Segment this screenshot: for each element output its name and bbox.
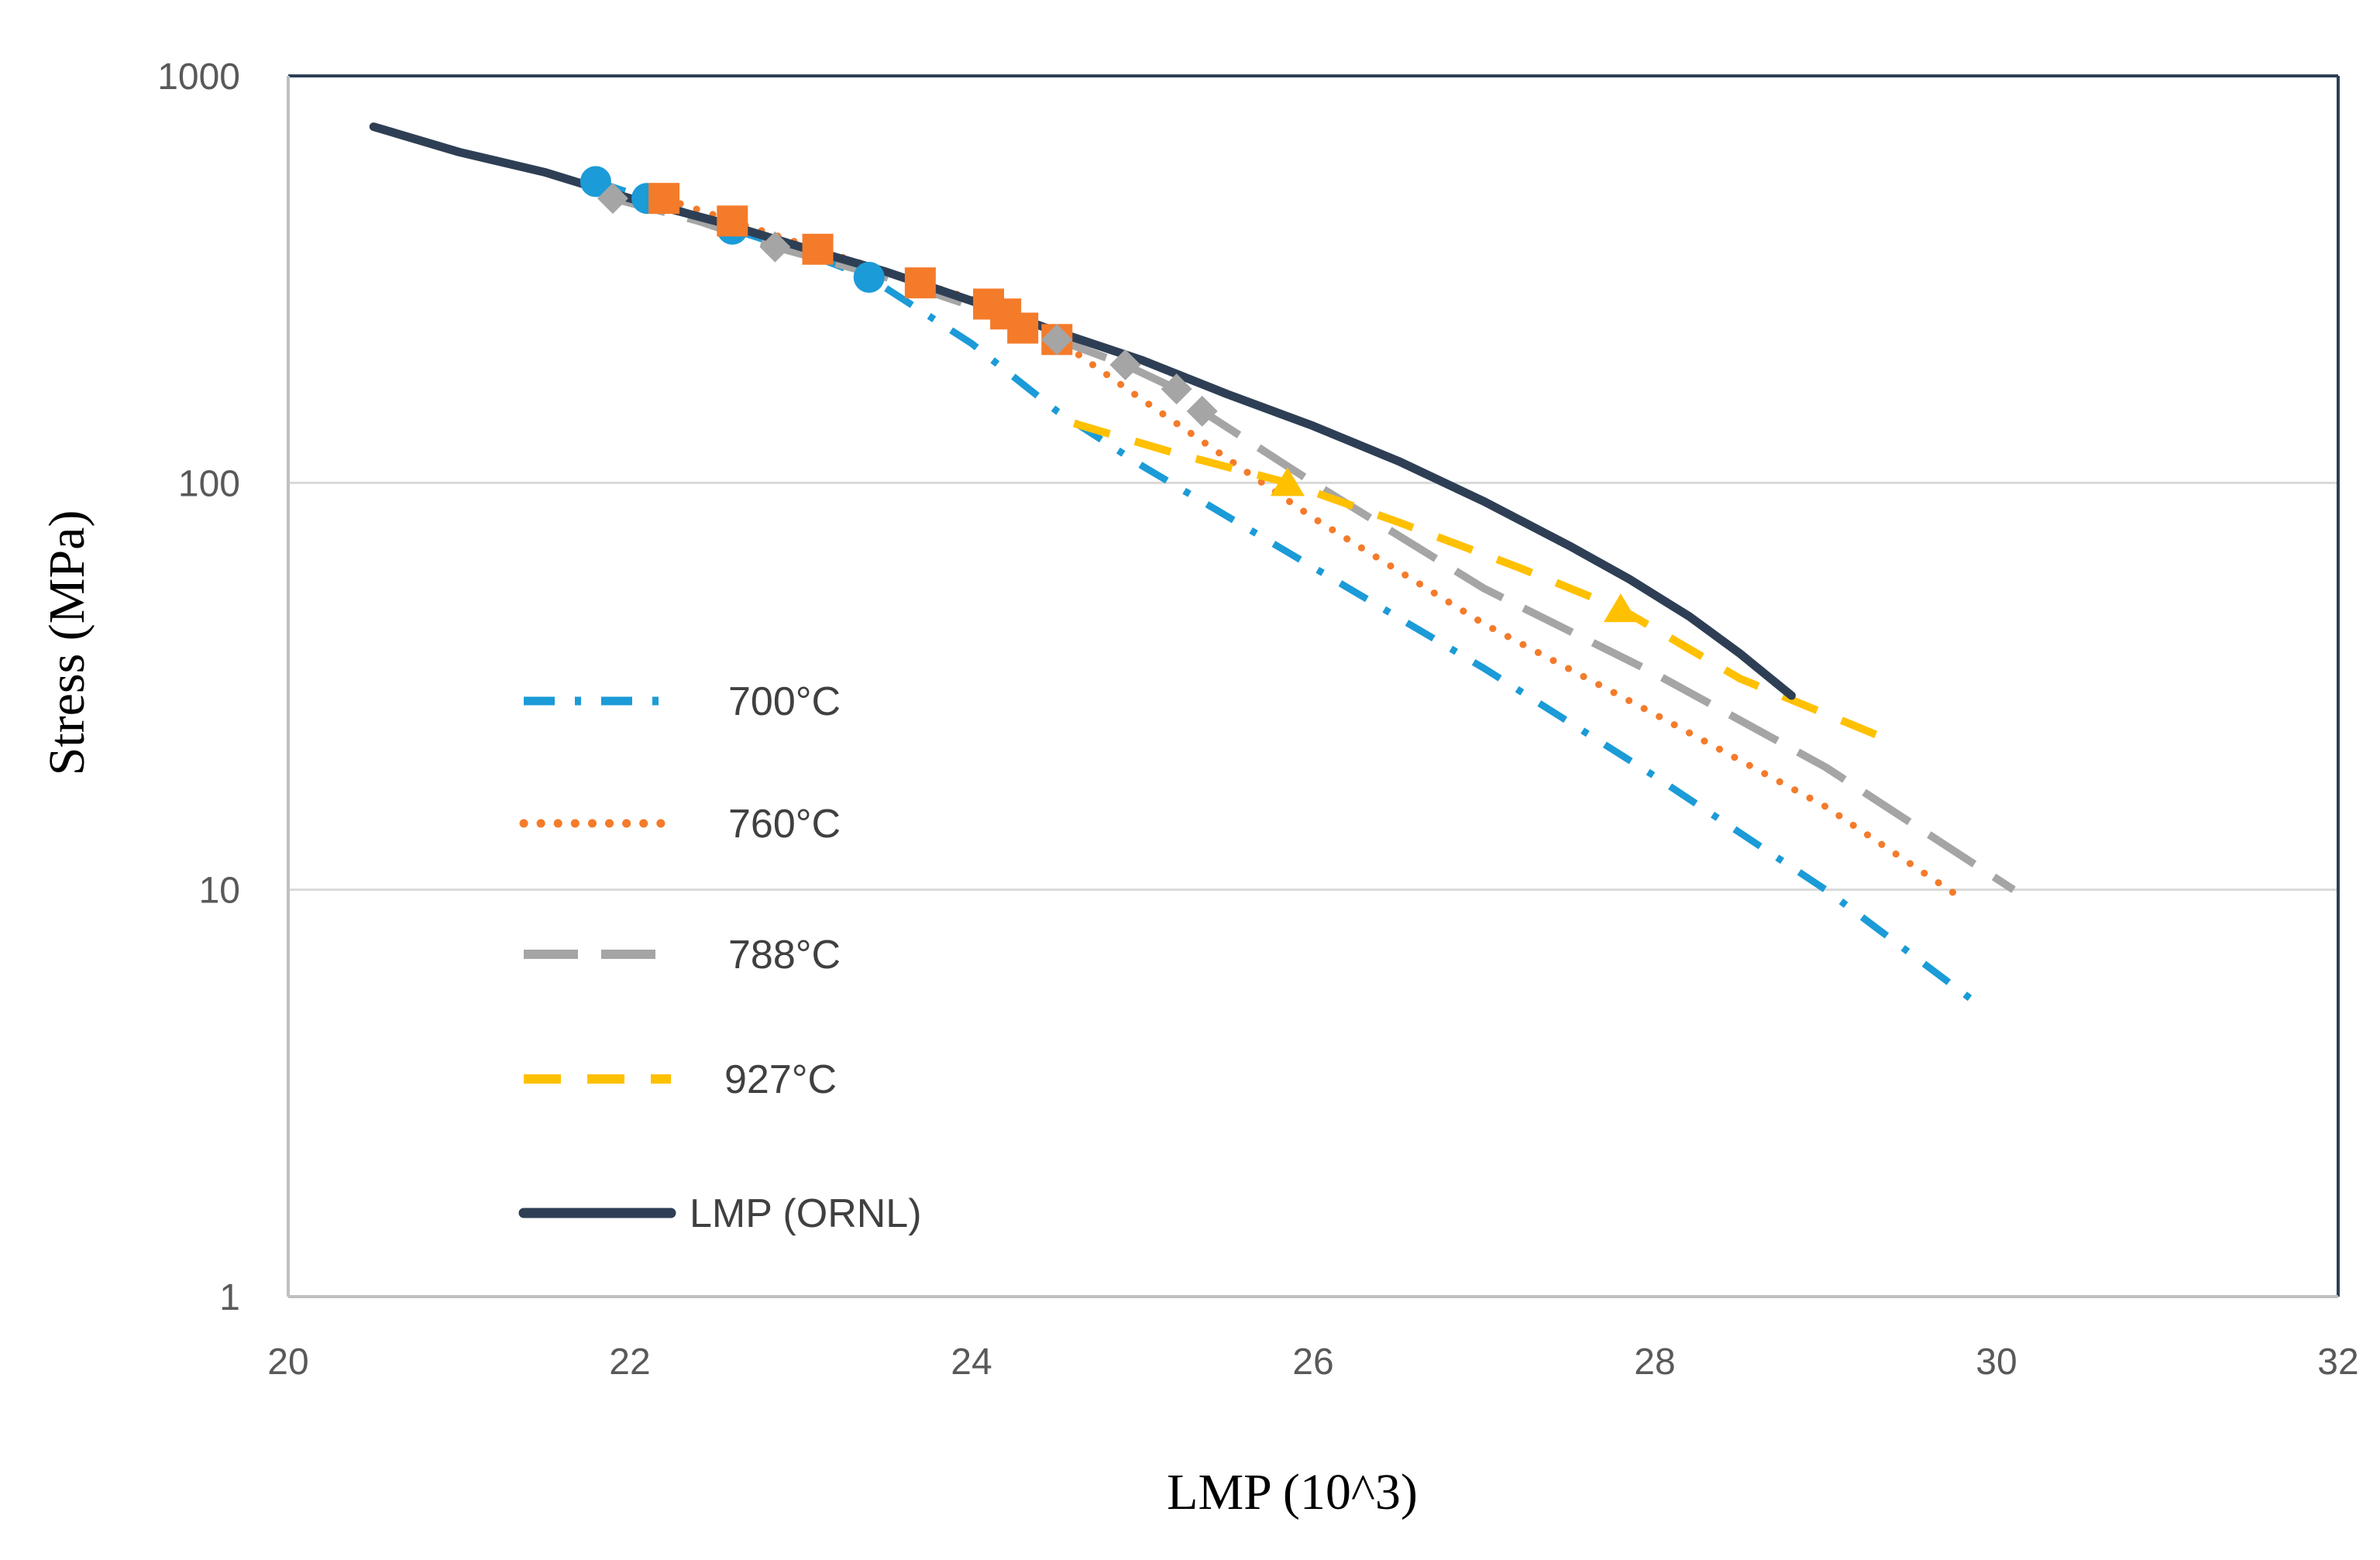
data-point-0 bbox=[853, 261, 885, 293]
data-point-2 bbox=[1161, 373, 1192, 405]
data-point-1 bbox=[904, 267, 936, 299]
data-point-2 bbox=[1109, 349, 1141, 380]
data-point-3 bbox=[1603, 593, 1638, 623]
data-point-2 bbox=[759, 231, 791, 263]
data-point-0 bbox=[580, 166, 611, 198]
x-axis-title: LMP (10^3) bbox=[1167, 1464, 1418, 1520]
y-tick-label: 1 bbox=[219, 1277, 240, 1318]
x-tick-label: 22 bbox=[609, 1342, 650, 1383]
y-tick-label: 10 bbox=[199, 871, 240, 912]
x-tick-label: 24 bbox=[951, 1342, 992, 1383]
x-tick-label: 20 bbox=[267, 1342, 308, 1383]
legend-label-0: 700°C bbox=[728, 679, 841, 724]
legend-label-1: 760°C bbox=[728, 802, 841, 847]
series-line-4 bbox=[369, 122, 1796, 700]
legend-label-2: 788°C bbox=[728, 933, 841, 978]
data-point-1 bbox=[1007, 312, 1039, 344]
y-tick-label: 1000 bbox=[157, 57, 240, 98]
series-line-0 bbox=[594, 178, 1982, 1009]
data-point-2 bbox=[1186, 395, 1218, 427]
data-point-3 bbox=[1270, 467, 1305, 497]
axes: 1 10 100 1000 20 22 24 26 28 30 32 bbox=[157, 57, 2358, 1383]
legend-label-3: 927°C bbox=[724, 1057, 837, 1102]
data-point-1 bbox=[648, 183, 680, 215]
x-tick-label: 28 bbox=[1634, 1342, 1675, 1383]
series-line-3 bbox=[1072, 419, 1879, 739]
y-tick-label: 100 bbox=[178, 463, 240, 504]
data-point-2 bbox=[1041, 324, 1073, 356]
data-point-2 bbox=[597, 183, 628, 215]
data-point-1 bbox=[717, 205, 748, 237]
legend-label-4: LMP (ORNL) bbox=[690, 1191, 922, 1236]
series-line-2 bbox=[611, 194, 2016, 893]
x-tick-label: 26 bbox=[1292, 1342, 1333, 1383]
series-markers bbox=[580, 166, 1638, 623]
y-axis-title: Stress (MPa) bbox=[39, 510, 95, 776]
x-tick-label: 30 bbox=[1976, 1342, 2017, 1383]
data-point-1 bbox=[802, 233, 834, 265]
x-tick-label: 32 bbox=[2317, 1342, 2358, 1383]
series-lines bbox=[369, 122, 2016, 1009]
legend: 700°C 760°C 788°C 927°C LMP (ORNL) bbox=[518, 679, 922, 1236]
gridlines bbox=[288, 481, 2338, 892]
